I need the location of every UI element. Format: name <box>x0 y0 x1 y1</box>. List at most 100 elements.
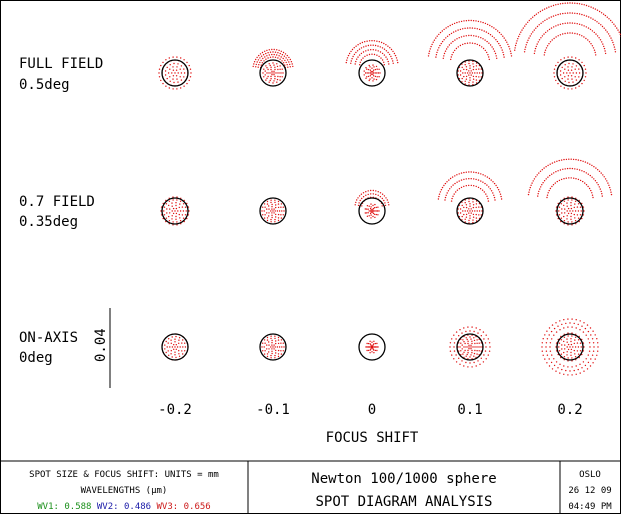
spot-point <box>540 11 541 12</box>
spot-point <box>498 43 499 44</box>
spot-point <box>377 346 378 347</box>
spot-point <box>552 39 553 40</box>
spot-point <box>565 23 566 24</box>
spot-point <box>374 346 375 347</box>
spot-point <box>473 35 474 36</box>
spot-point <box>594 50 595 51</box>
spot-point <box>463 36 464 37</box>
spot-point <box>364 56 365 57</box>
spot-point <box>472 219 473 220</box>
spot-point <box>263 69 264 70</box>
spot-point <box>576 65 577 66</box>
spot-point <box>370 203 371 204</box>
spot-point <box>459 346 460 347</box>
spot-point <box>595 33 596 34</box>
spot-point <box>581 35 582 36</box>
spot-point <box>568 213 569 214</box>
spot-point <box>380 46 381 47</box>
spot-point <box>571 318 572 319</box>
spot-point <box>465 72 466 73</box>
spot-point <box>445 27 446 28</box>
spot-point <box>278 214 279 215</box>
spot-point <box>607 31 608 32</box>
spot-point <box>494 183 495 184</box>
spot-point <box>369 78 370 79</box>
spot-point <box>190 72 191 73</box>
spot-point <box>527 22 528 23</box>
spot-point <box>270 357 271 358</box>
spot-point <box>185 346 186 347</box>
spot-point <box>592 355 593 356</box>
spot-point <box>546 19 547 20</box>
spot-point <box>563 319 564 320</box>
spot-point <box>175 202 176 203</box>
spot-point <box>471 341 472 342</box>
spot-point <box>471 171 472 172</box>
spot-point <box>267 356 268 357</box>
spot-point <box>468 345 469 346</box>
spot-point <box>448 190 449 191</box>
spot-point <box>478 68 479 69</box>
spot-point <box>616 27 617 28</box>
spot-point <box>375 194 376 195</box>
wv2-label: WV2: <box>97 502 119 512</box>
spot-point <box>460 29 461 30</box>
spot-point <box>555 80 556 81</box>
spot-point <box>397 62 398 63</box>
spot-point <box>451 198 452 199</box>
spot-point <box>443 29 444 30</box>
spot-point <box>282 72 283 73</box>
spot-point <box>610 20 611 21</box>
spot-point <box>261 346 262 347</box>
spot-point <box>190 69 191 70</box>
spot-point <box>180 87 181 88</box>
spot-point <box>577 214 578 215</box>
spot-point <box>384 202 385 203</box>
spot-point <box>373 75 374 76</box>
spot-point <box>373 213 374 214</box>
spot-point <box>454 23 455 24</box>
spot-point <box>476 365 477 366</box>
spot-point <box>556 331 557 332</box>
spot-point <box>167 67 168 68</box>
spot-point <box>368 346 369 347</box>
spot-point <box>544 8 545 9</box>
spot-point <box>390 56 391 57</box>
spot-point <box>178 343 179 344</box>
spot-point <box>437 36 438 37</box>
spot-point <box>462 348 463 349</box>
spot-point <box>469 203 470 204</box>
spot-point <box>592 195 593 196</box>
spot-point <box>555 25 556 26</box>
spot-point <box>453 358 454 359</box>
spot-point <box>614 46 615 47</box>
spot-point <box>183 210 184 211</box>
spot-point <box>514 47 515 48</box>
spot-point <box>570 205 571 206</box>
spot-point <box>497 41 498 42</box>
spot-point <box>461 36 462 37</box>
spot-point <box>575 159 576 160</box>
spot-point <box>467 210 468 211</box>
spot-point <box>471 366 472 367</box>
spot-point <box>563 159 564 160</box>
spot-point <box>262 207 263 208</box>
spot-point <box>586 358 587 359</box>
spot-point <box>534 50 535 51</box>
spot-point <box>435 56 436 57</box>
spot-point <box>174 346 175 347</box>
spot-point <box>183 76 184 77</box>
spot-point <box>267 52 268 53</box>
focus-shift-label: -0.1 <box>256 402 290 418</box>
spot-point <box>275 350 276 351</box>
spot-point <box>569 72 570 73</box>
spot-point <box>284 60 285 61</box>
spot-point <box>384 49 385 50</box>
spot-point <box>560 169 561 170</box>
spot-point <box>270 202 271 203</box>
spot-point <box>486 196 487 197</box>
spot-point <box>464 43 465 44</box>
spot-point <box>603 14 604 15</box>
spot-point <box>520 32 521 33</box>
spot-point <box>258 67 259 68</box>
